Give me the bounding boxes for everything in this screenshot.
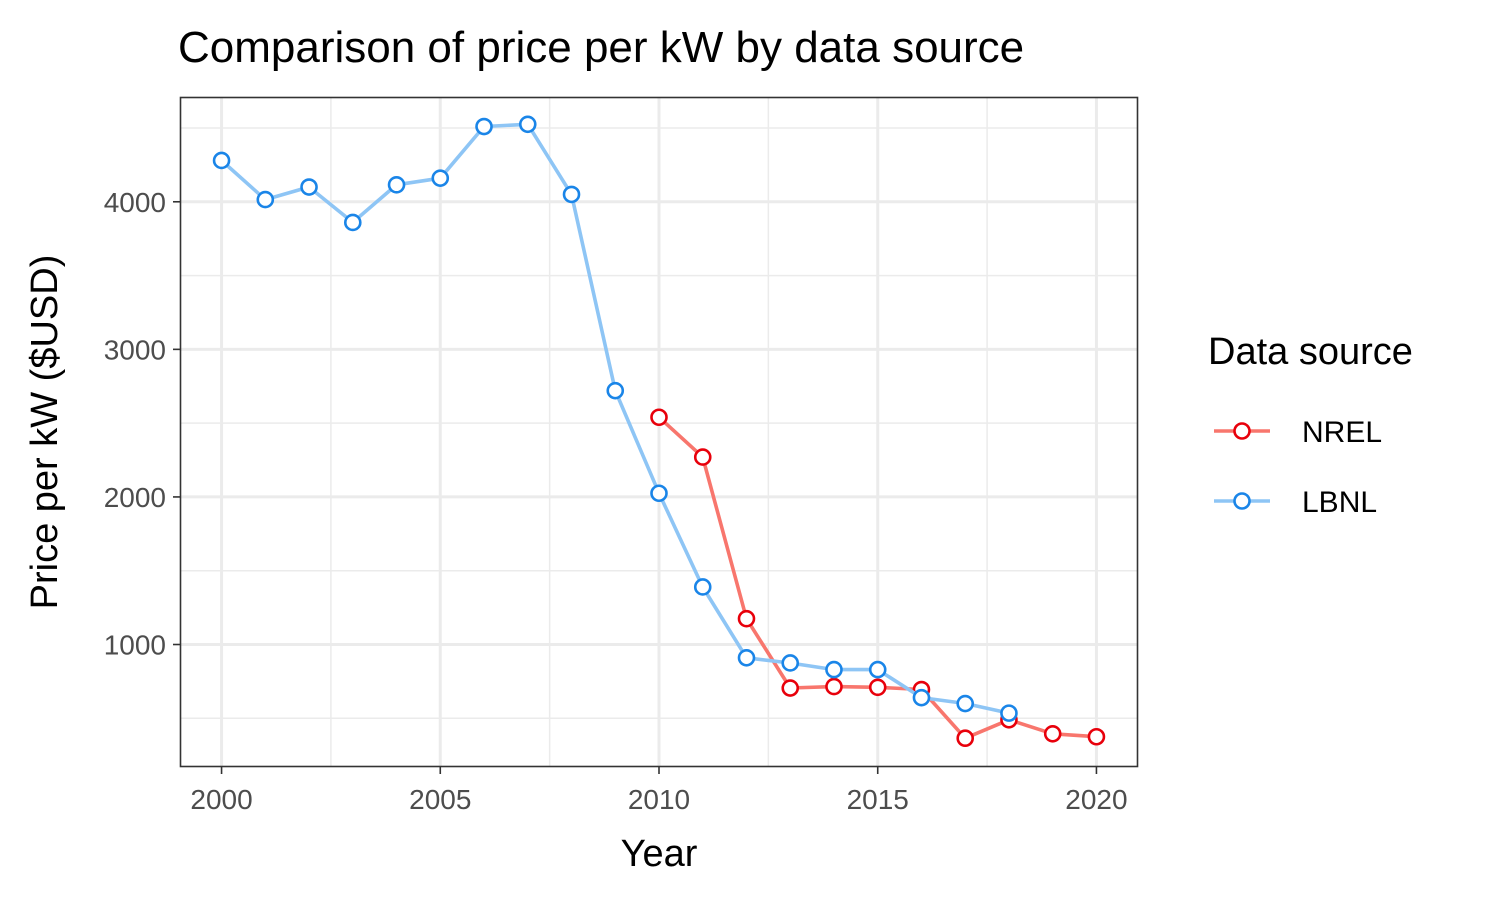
- data-point-lbnl: [387, 176, 406, 194]
- data-point-lbnl: [781, 654, 800, 672]
- grid: [180, 97, 1138, 767]
- legend-label: LBNL: [1302, 486, 1377, 519]
- chart-title: Comparison of price per kW by data sourc…: [178, 23, 1024, 72]
- data-point-lbnl: [343, 213, 362, 232]
- x-tick-label: 2010: [628, 784, 690, 815]
- data-point-lbnl: [737, 648, 756, 667]
- series-nrel: [650, 408, 1106, 748]
- data-point-lbnl: [650, 484, 668, 503]
- x-tick-label: 2005: [409, 784, 471, 815]
- data-point-nrel: [1043, 724, 1062, 743]
- data-point-lbnl: [562, 185, 581, 204]
- x-axis: 2000 2005 2010 2015 2020: [190, 767, 1128, 815]
- data-point-lbnl: [431, 169, 450, 187]
- y-tick-label: 4000: [104, 187, 166, 218]
- data-point-lbnl: [475, 117, 493, 136]
- y-tick-label: 1000: [104, 630, 166, 661]
- series-layer: [212, 115, 1106, 748]
- data-point-nrel: [693, 448, 712, 466]
- data-point-lbnl: [606, 381, 625, 400]
- y-tick-label: 2000: [104, 482, 166, 513]
- x-tick-label: 2020: [1065, 784, 1127, 815]
- data-point-lbnl: [956, 694, 975, 713]
- series-line-lbnl: [220, 122, 1010, 715]
- x-tick-label: 2015: [847, 784, 909, 815]
- data-point-lbnl: [693, 578, 712, 596]
- data-point-lbnl: [868, 660, 887, 679]
- y-axis: 1000 2000 3000 4000: [104, 187, 180, 661]
- y-tick-label: 3000: [104, 334, 166, 365]
- x-axis-title: Year: [621, 833, 698, 875]
- y-axis-title: Price per kW ($USD): [24, 255, 66, 610]
- series-lbnl: [212, 115, 1018, 722]
- data-point-lbnl: [1000, 704, 1018, 722]
- data-point-nrel: [737, 609, 756, 628]
- legend-item-nrel: NREL: [1214, 416, 1382, 449]
- legend-label: NREL: [1302, 416, 1382, 449]
- legend-key-point: [1233, 422, 1251, 440]
- data-point-lbnl: [256, 190, 275, 209]
- data-point-lbnl: [825, 660, 843, 679]
- legend-title: Data source: [1208, 331, 1413, 373]
- data-point-lbnl: [912, 688, 931, 707]
- data-point-nrel: [650, 408, 668, 427]
- data-point-nrel: [1087, 727, 1106, 746]
- data-point-nrel: [956, 729, 975, 748]
- data-point-lbnl: [212, 151, 231, 170]
- data-point-lbnl: [300, 178, 318, 196]
- legend-item-lbnl: LBNL: [1214, 486, 1377, 519]
- data-point-nrel: [825, 677, 843, 696]
- data-point-lbnl: [518, 115, 537, 134]
- legend-key-point: [1233, 492, 1251, 510]
- panel-border: [179, 96, 1139, 768]
- data-point-nrel: [868, 678, 887, 697]
- data-point-nrel: [781, 679, 800, 697]
- x-tick-label: 2000: [190, 784, 252, 815]
- legend: Data source NREL LBNL: [1208, 331, 1413, 519]
